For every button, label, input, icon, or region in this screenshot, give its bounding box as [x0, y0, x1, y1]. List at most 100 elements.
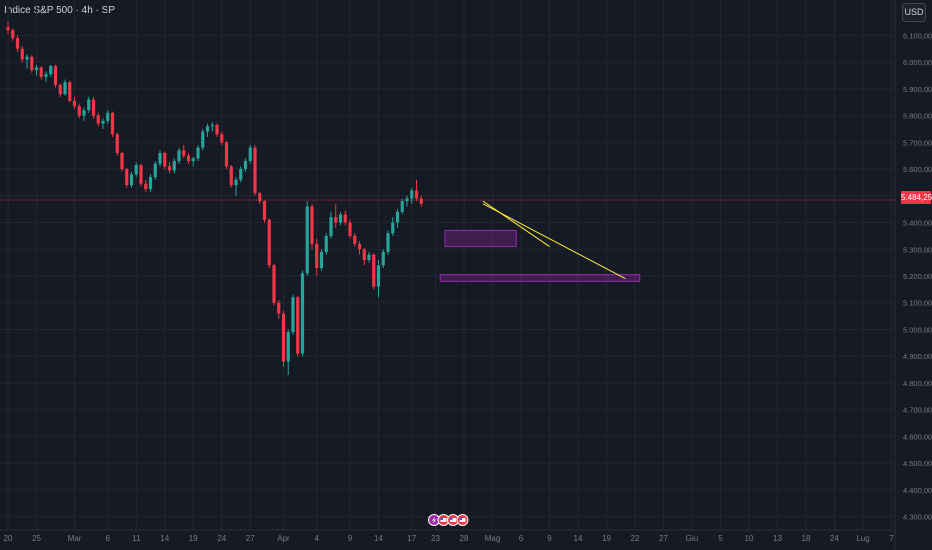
- price-tick-label: 4.900,00: [903, 352, 932, 361]
- candle-body: [63, 82, 67, 95]
- candle-up: [234, 177, 238, 196]
- candle-up: [376, 259, 381, 298]
- candle-body: [310, 206, 314, 244]
- candle-down: [167, 162, 172, 174]
- currency-button[interactable]: USD: [902, 3, 926, 22]
- candle-body: [201, 131, 205, 148]
- candle-body: [272, 265, 276, 303]
- candle-body: [11, 30, 15, 39]
- time-tick-label: 5: [718, 534, 723, 543]
- trendline: [482, 200, 550, 248]
- candle-body: [376, 265, 381, 287]
- candle-body: [243, 161, 248, 170]
- candle-down: [139, 163, 143, 187]
- time-tick-label: 4: [315, 534, 320, 543]
- candle-up: [63, 79, 67, 96]
- price-tick-label: 4.800,00: [903, 379, 932, 388]
- candle-up: [319, 249, 324, 271]
- candle-body: [277, 302, 281, 314]
- candle-down: [58, 83, 62, 97]
- time-tick-label: 19: [602, 534, 611, 543]
- candle-down: [120, 151, 124, 172]
- candle-body: [291, 297, 295, 333]
- candle-body: [196, 147, 200, 159]
- candle-down: [30, 55, 34, 73]
- candle-up: [34, 64, 39, 76]
- candle-down: [277, 300, 281, 319]
- grid: [0, 0, 896, 550]
- candle-up: [329, 211, 333, 239]
- candle-up: [386, 230, 390, 255]
- candle-down: [186, 153, 191, 164]
- candle-body: [182, 150, 186, 156]
- candle-body: [405, 198, 409, 202]
- price-tick-label: 5.600,00: [903, 165, 932, 174]
- candle-body: [6, 27, 10, 31]
- candle-body: [87, 99, 91, 111]
- candle-up: [148, 174, 153, 192]
- candle-body: [300, 273, 305, 354]
- candle-body: [343, 214, 347, 223]
- price-axis: 6.100,00 6.000,00 5.900,00 5.800,00 5.700,00…: [903, 31, 932, 521]
- candle-body: [91, 99, 96, 116]
- time-tick-label: 6: [106, 534, 111, 543]
- candle-up: [134, 162, 138, 178]
- candle-down: [253, 144, 257, 196]
- lightning-glyph: [432, 516, 436, 524]
- candle-down: [419, 195, 423, 207]
- price-tick-label: 4.600,00: [903, 432, 932, 441]
- candle-down: [362, 247, 366, 266]
- flag-field: [450, 518, 456, 522]
- time-tick-label: 24: [830, 534, 839, 543]
- candle-up: [367, 251, 371, 263]
- candle-down: [144, 179, 148, 192]
- candle-down: [310, 203, 314, 250]
- candle-body: [34, 67, 39, 71]
- candle-body: [72, 100, 77, 107]
- candles: [6, 22, 423, 375]
- candle-body: [144, 183, 148, 190]
- candle-body: [58, 84, 62, 95]
- candle-down: [163, 151, 167, 170]
- candle-up: [25, 54, 29, 69]
- candle-body: [419, 198, 423, 204]
- candle-down: [72, 96, 77, 109]
- time-tick-label: Mag: [485, 534, 501, 543]
- candle-body: [324, 235, 328, 252]
- candle-down: [357, 241, 362, 255]
- candle-body: [30, 56, 34, 71]
- candle-up: [87, 96, 91, 113]
- candle-body: [186, 155, 191, 162]
- candle-up: [410, 187, 414, 204]
- candle-down: [224, 140, 229, 170]
- candle-up: [239, 166, 243, 183]
- candle-down: [125, 167, 129, 188]
- candle-up: [395, 209, 400, 228]
- time-tick-label: 19: [189, 534, 198, 543]
- time-tick-label: 27: [246, 534, 255, 543]
- candle-body: [125, 169, 129, 186]
- candle-body: [15, 38, 20, 49]
- candle-up: [248, 144, 252, 164]
- candle-body: [115, 134, 119, 154]
- candle-body: [258, 193, 262, 202]
- time-tick-label: 6: [519, 534, 524, 543]
- candle-down: [372, 253, 376, 290]
- time-tick-label: 10: [745, 534, 754, 543]
- us-flag-icon[interactable]: [456, 514, 469, 526]
- candle-up: [158, 150, 162, 167]
- candle-body: [381, 251, 385, 266]
- candle-body: [414, 190, 419, 199]
- candle-body: [153, 163, 157, 178]
- candle-body: [262, 201, 267, 220]
- candle-body: [319, 251, 324, 268]
- candle-body: [395, 211, 400, 223]
- candle-body: [106, 112, 110, 121]
- candle-up: [300, 270, 305, 357]
- candle-down: [353, 233, 357, 247]
- candle-body: [224, 142, 229, 167]
- time-tick-label: 9: [348, 534, 353, 543]
- candle-up: [391, 217, 395, 236]
- candle-down: [39, 66, 43, 80]
